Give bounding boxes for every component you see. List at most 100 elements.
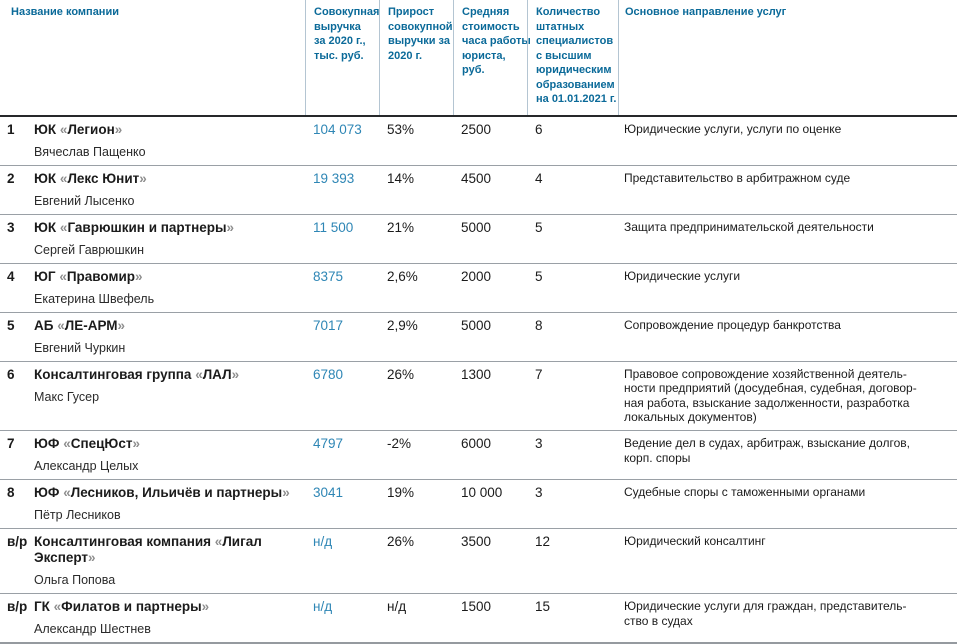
revenue-cell: 11 500 (313, 219, 354, 235)
company-cell: АБ «ЛЕ-АРМ» Евгений Чуркин (34, 313, 305, 361)
services-cell: Юридические услуги (624, 268, 741, 283)
table-row: 7 ЮФ «СпецЮст» Александр Целых 4797 -2% … (0, 431, 957, 481)
staff-cell: 12 (535, 534, 551, 550)
column-header-revenue: Совокупная выручка за 2020 г., тыс. руб. (305, 0, 379, 115)
rate-cell: 1300 (461, 366, 492, 382)
company-name: ЮФ «СпецЮст» (34, 436, 140, 452)
table-row: 8 ЮФ «Лесников, Ильичёв и партнеры» Пётр… (0, 480, 957, 530)
rank-cell: 2 (7, 170, 15, 186)
column-header-services: Основное направление услуг (618, 0, 957, 115)
staff-cell: 7 (535, 366, 543, 382)
rank-cell: 4 (7, 268, 15, 284)
company-name: ЮК «Лекс Юнит» (34, 170, 147, 186)
growth-cell: 2,6% (387, 268, 418, 284)
company-name: ЮК «Легион» (34, 121, 123, 137)
rank-cell: 5 (7, 317, 15, 333)
company-cell: Консалтинговая компания «Лигал Эксперт» О… (34, 529, 305, 593)
table-row: 6 Консалтинговая группа «ЛАЛ» Макс Гусер… (0, 362, 957, 432)
rank-cell: 3 (7, 219, 15, 235)
company-name: АБ «ЛЕ-АРМ» (34, 317, 126, 333)
rate-cell: 10 000 (461, 485, 503, 501)
table-row: в/р Консалтинговая компания «Лигал Экспер… (0, 529, 957, 595)
company-name: Консалтинговая компания «Лигал Эксперт» (34, 534, 262, 566)
staff-cell: 3 (535, 436, 543, 452)
company-head-name: Евгений Лысенко (34, 193, 135, 208)
company-head-name: Вячеслав Пащенко (34, 144, 146, 159)
revenue-cell: 8375 (313, 268, 344, 284)
growth-cell: 2,9% (387, 317, 418, 333)
growth-cell: н/д (387, 599, 407, 615)
services-cell: Правовое сопровождение хозяйственной дея… (624, 366, 917, 425)
company-cell: ЮК «Лекс Юнит» Евгений Лысенко (34, 166, 305, 214)
company-cell: Консалтинговая группа «ЛАЛ» Макс Гусер (34, 362, 305, 431)
rank-cell: 7 (7, 436, 15, 452)
revenue-cell: 7017 (313, 317, 344, 333)
rate-cell: 5000 (461, 219, 492, 235)
company-name: ЮГ «Правомир» (34, 268, 143, 284)
rate-cell: 4500 (461, 170, 492, 186)
rate-cell: 1500 (461, 599, 492, 615)
rank-cell: 1 (7, 121, 15, 137)
column-header-rate: Средняя стоимость часа работы юриста, ру… (453, 0, 531, 115)
rank-cell: в/р (7, 534, 28, 550)
rate-cell: 5000 (461, 317, 492, 333)
staff-cell: 4 (535, 170, 543, 186)
rate-cell: 6000 (461, 436, 492, 452)
company-cell: ЮФ «Лесников, Ильичёв и партнеры» Пётр Л… (34, 480, 305, 528)
growth-cell: -2% (387, 436, 412, 452)
table-row: 5 АБ «ЛЕ-АРМ» Евгений Чуркин 7017 2,9% 5… (0, 313, 957, 362)
column-header-company: Название компании (11, 6, 119, 18)
rate-cell: 2000 (461, 268, 492, 284)
services-cell: Юридический консалтинг (624, 534, 766, 549)
services-cell: Юридические услуги для граждан, представ… (624, 599, 907, 628)
staff-cell: 6 (535, 121, 543, 137)
table-body: 1 ЮК «Легион» Вячеслав Пащенко 104 073 5… (0, 117, 957, 644)
revenue-cell: н/д (313, 599, 333, 615)
rank-cell: в/р (7, 599, 28, 615)
company-cell: ЮГ «Правомир» Екатерина Швефель (34, 264, 305, 312)
rate-cell: 2500 (461, 121, 492, 137)
rank-cell: 6 (7, 366, 15, 382)
company-head-name: Евгений Чуркин (34, 340, 126, 355)
services-cell: Сопровождение процедур банкротства (624, 317, 841, 332)
staff-cell: 5 (535, 219, 543, 235)
rank-cell: 8 (7, 485, 15, 501)
company-head-name: Ольга Попова (34, 573, 116, 588)
company-cell: ГК «Филатов и партнеры» Александр Шестне… (34, 594, 305, 642)
growth-cell: 14% (387, 170, 415, 186)
revenue-cell: 19 393 (313, 170, 355, 186)
services-cell: Представительство в арбитражном суде (624, 170, 851, 185)
column-header-growth: Прирост совокупной выручки за 2020 г. (379, 0, 453, 115)
company-cell: ЮФ «СпецЮст» Александр Целых (34, 431, 305, 479)
rate-cell: 3500 (461, 534, 492, 550)
company-name: ЮК «Гаврюшкин и партнеры» (34, 219, 235, 235)
company-name: Консалтинговая группа «ЛАЛ» (34, 366, 240, 382)
revenue-cell: 4797 (313, 436, 344, 452)
table-row: 4 ЮГ «Правомир» Екатерина Швефель 8375 2… (0, 264, 957, 313)
company-head-name: Пётр Лесников (34, 508, 121, 523)
table-row: 1 ЮК «Легион» Вячеслав Пащенко 104 073 5… (0, 117, 957, 166)
growth-cell: 53% (387, 121, 415, 137)
company-name: ЮФ «Лесников, Ильичёв и партнеры» (34, 485, 290, 501)
revenue-cell: 6780 (313, 366, 344, 382)
company-head-name: Макс Гусер (34, 389, 100, 404)
growth-cell: 19% (387, 485, 415, 501)
table-row: 2 ЮК «Лекс Юнит» Евгений Лысенко 19 393 … (0, 166, 957, 215)
company-name: ГК «Филатов и партнеры» (34, 599, 210, 615)
staff-cell: 15 (535, 599, 551, 615)
services-cell: Юридические услуги, услуги по оценке (624, 121, 842, 136)
services-cell: Защита предпринимательской деятельности (624, 219, 874, 234)
revenue-cell: н/д (313, 534, 333, 550)
growth-cell: 26% (387, 366, 415, 382)
staff-cell: 3 (535, 485, 543, 501)
company-head-name: Сергей Гаврюшкин (34, 242, 144, 257)
revenue-cell: 104 073 (313, 121, 362, 137)
staff-cell: 8 (535, 317, 543, 333)
growth-cell: 21% (387, 219, 415, 235)
services-cell: Ведение дел в судах, арбитраж, взыскание… (624, 436, 910, 465)
growth-cell: 26% (387, 534, 415, 550)
company-head-name: Александр Шестнев (34, 622, 151, 637)
services-cell: Судебные споры с таможенными органами (624, 485, 866, 500)
company-cell: ЮК «Легион» Вячеслав Пащенко (34, 117, 305, 165)
